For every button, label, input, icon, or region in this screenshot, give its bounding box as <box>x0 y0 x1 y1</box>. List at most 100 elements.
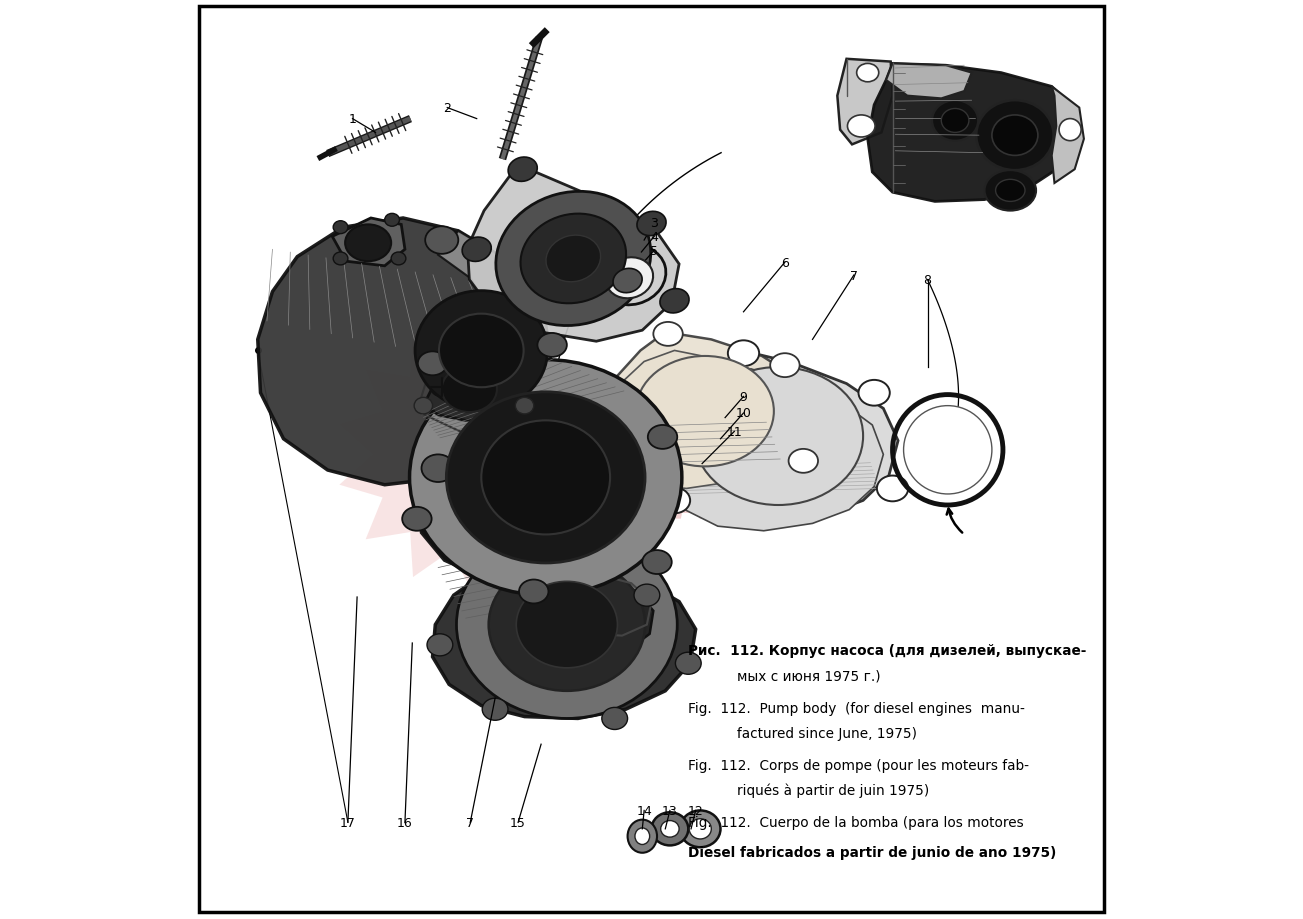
Ellipse shape <box>516 398 534 414</box>
Text: 1: 1 <box>349 113 357 126</box>
Text: 15: 15 <box>511 816 526 829</box>
Ellipse shape <box>442 367 496 413</box>
Ellipse shape <box>680 811 721 847</box>
Ellipse shape <box>334 253 348 266</box>
Text: Fig.  112.  Pump body  (for diesel engines  manu-: Fig. 112. Pump body (for diesel engines … <box>688 701 1025 715</box>
Ellipse shape <box>481 421 610 535</box>
Ellipse shape <box>494 348 512 365</box>
Text: Рис.  112. Корпус насоса (для дизелей, выпускае-: Рис. 112. Корпус насоса (для дизелей, вы… <box>688 643 1087 657</box>
Ellipse shape <box>941 109 969 133</box>
Ellipse shape <box>439 314 524 388</box>
Ellipse shape <box>985 171 1036 211</box>
Ellipse shape <box>992 116 1038 156</box>
Text: 9: 9 <box>740 391 748 403</box>
Polygon shape <box>552 570 653 654</box>
Text: провод: провод <box>534 480 710 522</box>
Ellipse shape <box>421 455 455 482</box>
Ellipse shape <box>520 418 552 446</box>
Ellipse shape <box>903 406 992 494</box>
Text: 2: 2 <box>443 102 451 115</box>
Text: 17: 17 <box>340 816 356 829</box>
Ellipse shape <box>995 180 1025 202</box>
Ellipse shape <box>637 212 666 236</box>
Ellipse shape <box>606 258 653 299</box>
Ellipse shape <box>537 334 567 357</box>
Text: 8: 8 <box>924 274 932 287</box>
Ellipse shape <box>418 352 447 376</box>
Polygon shape <box>668 369 883 531</box>
Ellipse shape <box>403 507 431 531</box>
Text: 6: 6 <box>780 256 788 269</box>
Ellipse shape <box>859 380 890 406</box>
Polygon shape <box>425 358 516 421</box>
Polygon shape <box>1052 87 1084 184</box>
Ellipse shape <box>416 291 547 411</box>
Polygon shape <box>868 64 1076 202</box>
Text: 16: 16 <box>397 816 413 829</box>
Ellipse shape <box>595 446 625 470</box>
Ellipse shape <box>427 634 452 656</box>
Ellipse shape <box>384 214 400 227</box>
Ellipse shape <box>635 584 659 607</box>
Ellipse shape <box>642 550 672 574</box>
Polygon shape <box>433 551 696 719</box>
Ellipse shape <box>628 820 657 853</box>
Text: factured since June, 1975): factured since June, 1975) <box>737 726 917 740</box>
Ellipse shape <box>456 531 678 719</box>
Ellipse shape <box>635 828 650 845</box>
Ellipse shape <box>636 357 774 467</box>
Ellipse shape <box>847 116 876 138</box>
Ellipse shape <box>463 238 491 262</box>
Polygon shape <box>886 64 972 99</box>
Ellipse shape <box>689 819 711 839</box>
Text: Diesel fabricados a partir de junio de ano 1975): Diesel fabricados a partir de junio de a… <box>688 845 1057 859</box>
Text: 7: 7 <box>466 816 474 829</box>
Polygon shape <box>431 232 550 478</box>
Ellipse shape <box>653 323 683 346</box>
Polygon shape <box>603 351 794 489</box>
Ellipse shape <box>675 652 701 675</box>
Text: riqués à partir de juin 1975): riqués à partir de juin 1975) <box>737 783 929 798</box>
Ellipse shape <box>648 425 678 449</box>
Text: 14: 14 <box>636 804 652 817</box>
Text: 10: 10 <box>736 407 752 420</box>
Text: 11: 11 <box>727 425 743 438</box>
Ellipse shape <box>489 559 645 691</box>
Ellipse shape <box>508 158 537 182</box>
Ellipse shape <box>597 246 666 305</box>
Text: 13: 13 <box>662 804 678 817</box>
Ellipse shape <box>520 214 627 304</box>
Ellipse shape <box>425 227 459 255</box>
Ellipse shape <box>506 257 539 285</box>
Ellipse shape <box>976 101 1054 171</box>
Ellipse shape <box>1059 119 1081 142</box>
Ellipse shape <box>431 379 452 397</box>
Text: 5: 5 <box>650 244 658 257</box>
Ellipse shape <box>652 812 688 845</box>
Polygon shape <box>339 319 605 591</box>
Ellipse shape <box>519 580 549 604</box>
Ellipse shape <box>345 225 391 262</box>
Ellipse shape <box>877 476 908 502</box>
Ellipse shape <box>932 101 979 142</box>
Ellipse shape <box>612 269 642 293</box>
Text: 7: 7 <box>850 269 857 282</box>
Polygon shape <box>258 219 550 485</box>
Ellipse shape <box>770 354 800 378</box>
Polygon shape <box>838 60 893 145</box>
Polygon shape <box>598 333 813 489</box>
Ellipse shape <box>440 350 459 367</box>
Ellipse shape <box>409 360 681 596</box>
Ellipse shape <box>546 236 601 282</box>
Ellipse shape <box>537 542 563 564</box>
Ellipse shape <box>856 64 878 83</box>
Text: Техно: Техно <box>541 414 681 456</box>
Text: 4: 4 <box>650 231 658 244</box>
Polygon shape <box>417 388 675 581</box>
Ellipse shape <box>602 708 628 730</box>
Ellipse shape <box>659 289 689 313</box>
Circle shape <box>442 425 502 485</box>
Circle shape <box>426 409 519 501</box>
Ellipse shape <box>334 221 348 234</box>
Ellipse shape <box>693 368 863 505</box>
